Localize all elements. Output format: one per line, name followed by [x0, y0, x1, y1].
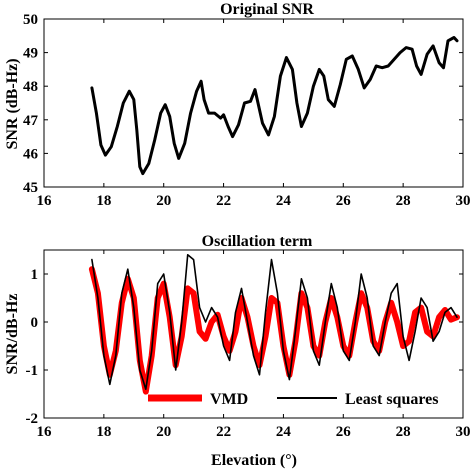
bottom-chart-series — [88, 254, 460, 395]
legend-label-vmd: VMD — [210, 391, 248, 408]
x-tick-label: 24 — [276, 424, 292, 440]
top-chart-y-ticks: 45 46 47 48 49 50 — [23, 12, 463, 196]
y-tick-label: 48 — [23, 79, 38, 95]
y-tick-label: 47 — [23, 113, 39, 129]
legend: VMD Least squares — [148, 391, 439, 408]
series-line-snr — [90, 36, 459, 176]
y-tick-label: -1 — [26, 363, 39, 379]
x-tick-label: 30 — [456, 424, 471, 440]
legend-label-least-squares: Least squares — [345, 391, 439, 408]
bottom-chart-y-ticks: -2 -1 0 1 — [26, 267, 463, 427]
bottom-chart-title: Oscillation term — [202, 233, 313, 250]
top-chart-x-ticks: 16 18 20 22 24 26 28 30 — [37, 19, 471, 209]
y-tick-label: 49 — [23, 46, 38, 62]
y-tick-label: 50 — [23, 12, 38, 28]
y-tick-label: -2 — [26, 411, 39, 427]
bottom-chart-x-axis-label: Elevation (°) — [211, 452, 297, 469]
x-tick-label: 20 — [156, 424, 171, 440]
x-tick-label: 26 — [336, 193, 352, 209]
top-chart-plot-area — [43, 18, 464, 188]
y-tick-label: 1 — [31, 267, 39, 283]
x-tick-label: 30 — [456, 193, 471, 209]
bottom-chart: Oscillation term 16 18 20 22 24 26 28 30 -2-101… — [4, 233, 471, 469]
y-tick-label: 46 — [23, 146, 39, 162]
x-tick-label: 28 — [396, 424, 411, 440]
x-tick-label: 22 — [216, 193, 231, 209]
y-tick-label: 45 — [23, 180, 38, 196]
top-chart-series — [90, 36, 459, 176]
x-tick-label: 16 — [37, 193, 53, 209]
x-tick-label: 22 — [216, 424, 231, 440]
x-tick-label: 18 — [96, 193, 111, 209]
top-chart-y-axis-label: SNR (dB-Hz) — [4, 58, 21, 149]
x-tick-label: 18 — [96, 424, 111, 440]
x-tick-label: 28 — [396, 193, 411, 209]
x-tick-label: 16 — [37, 424, 53, 440]
x-tick-label: 24 — [276, 193, 292, 209]
bottom-chart-plot-area — [43, 249, 464, 419]
bottom-chart-x-ticks: 16 18 20 22 24 26 28 30 — [37, 250, 471, 440]
top-chart: Original SNR 16 18 20 22 24 26 28 30 45 46 47 48 49… — [4, 1, 471, 209]
y-tick-label: 0 — [31, 315, 39, 331]
top-chart-title: Original SNR — [220, 1, 314, 18]
x-tick-label: 20 — [156, 193, 171, 209]
bottom-chart-y-axis-label: SNR/dB-Hz — [4, 294, 21, 375]
x-tick-label: 26 — [336, 424, 352, 440]
series-line-least-squares — [91, 254, 458, 390]
